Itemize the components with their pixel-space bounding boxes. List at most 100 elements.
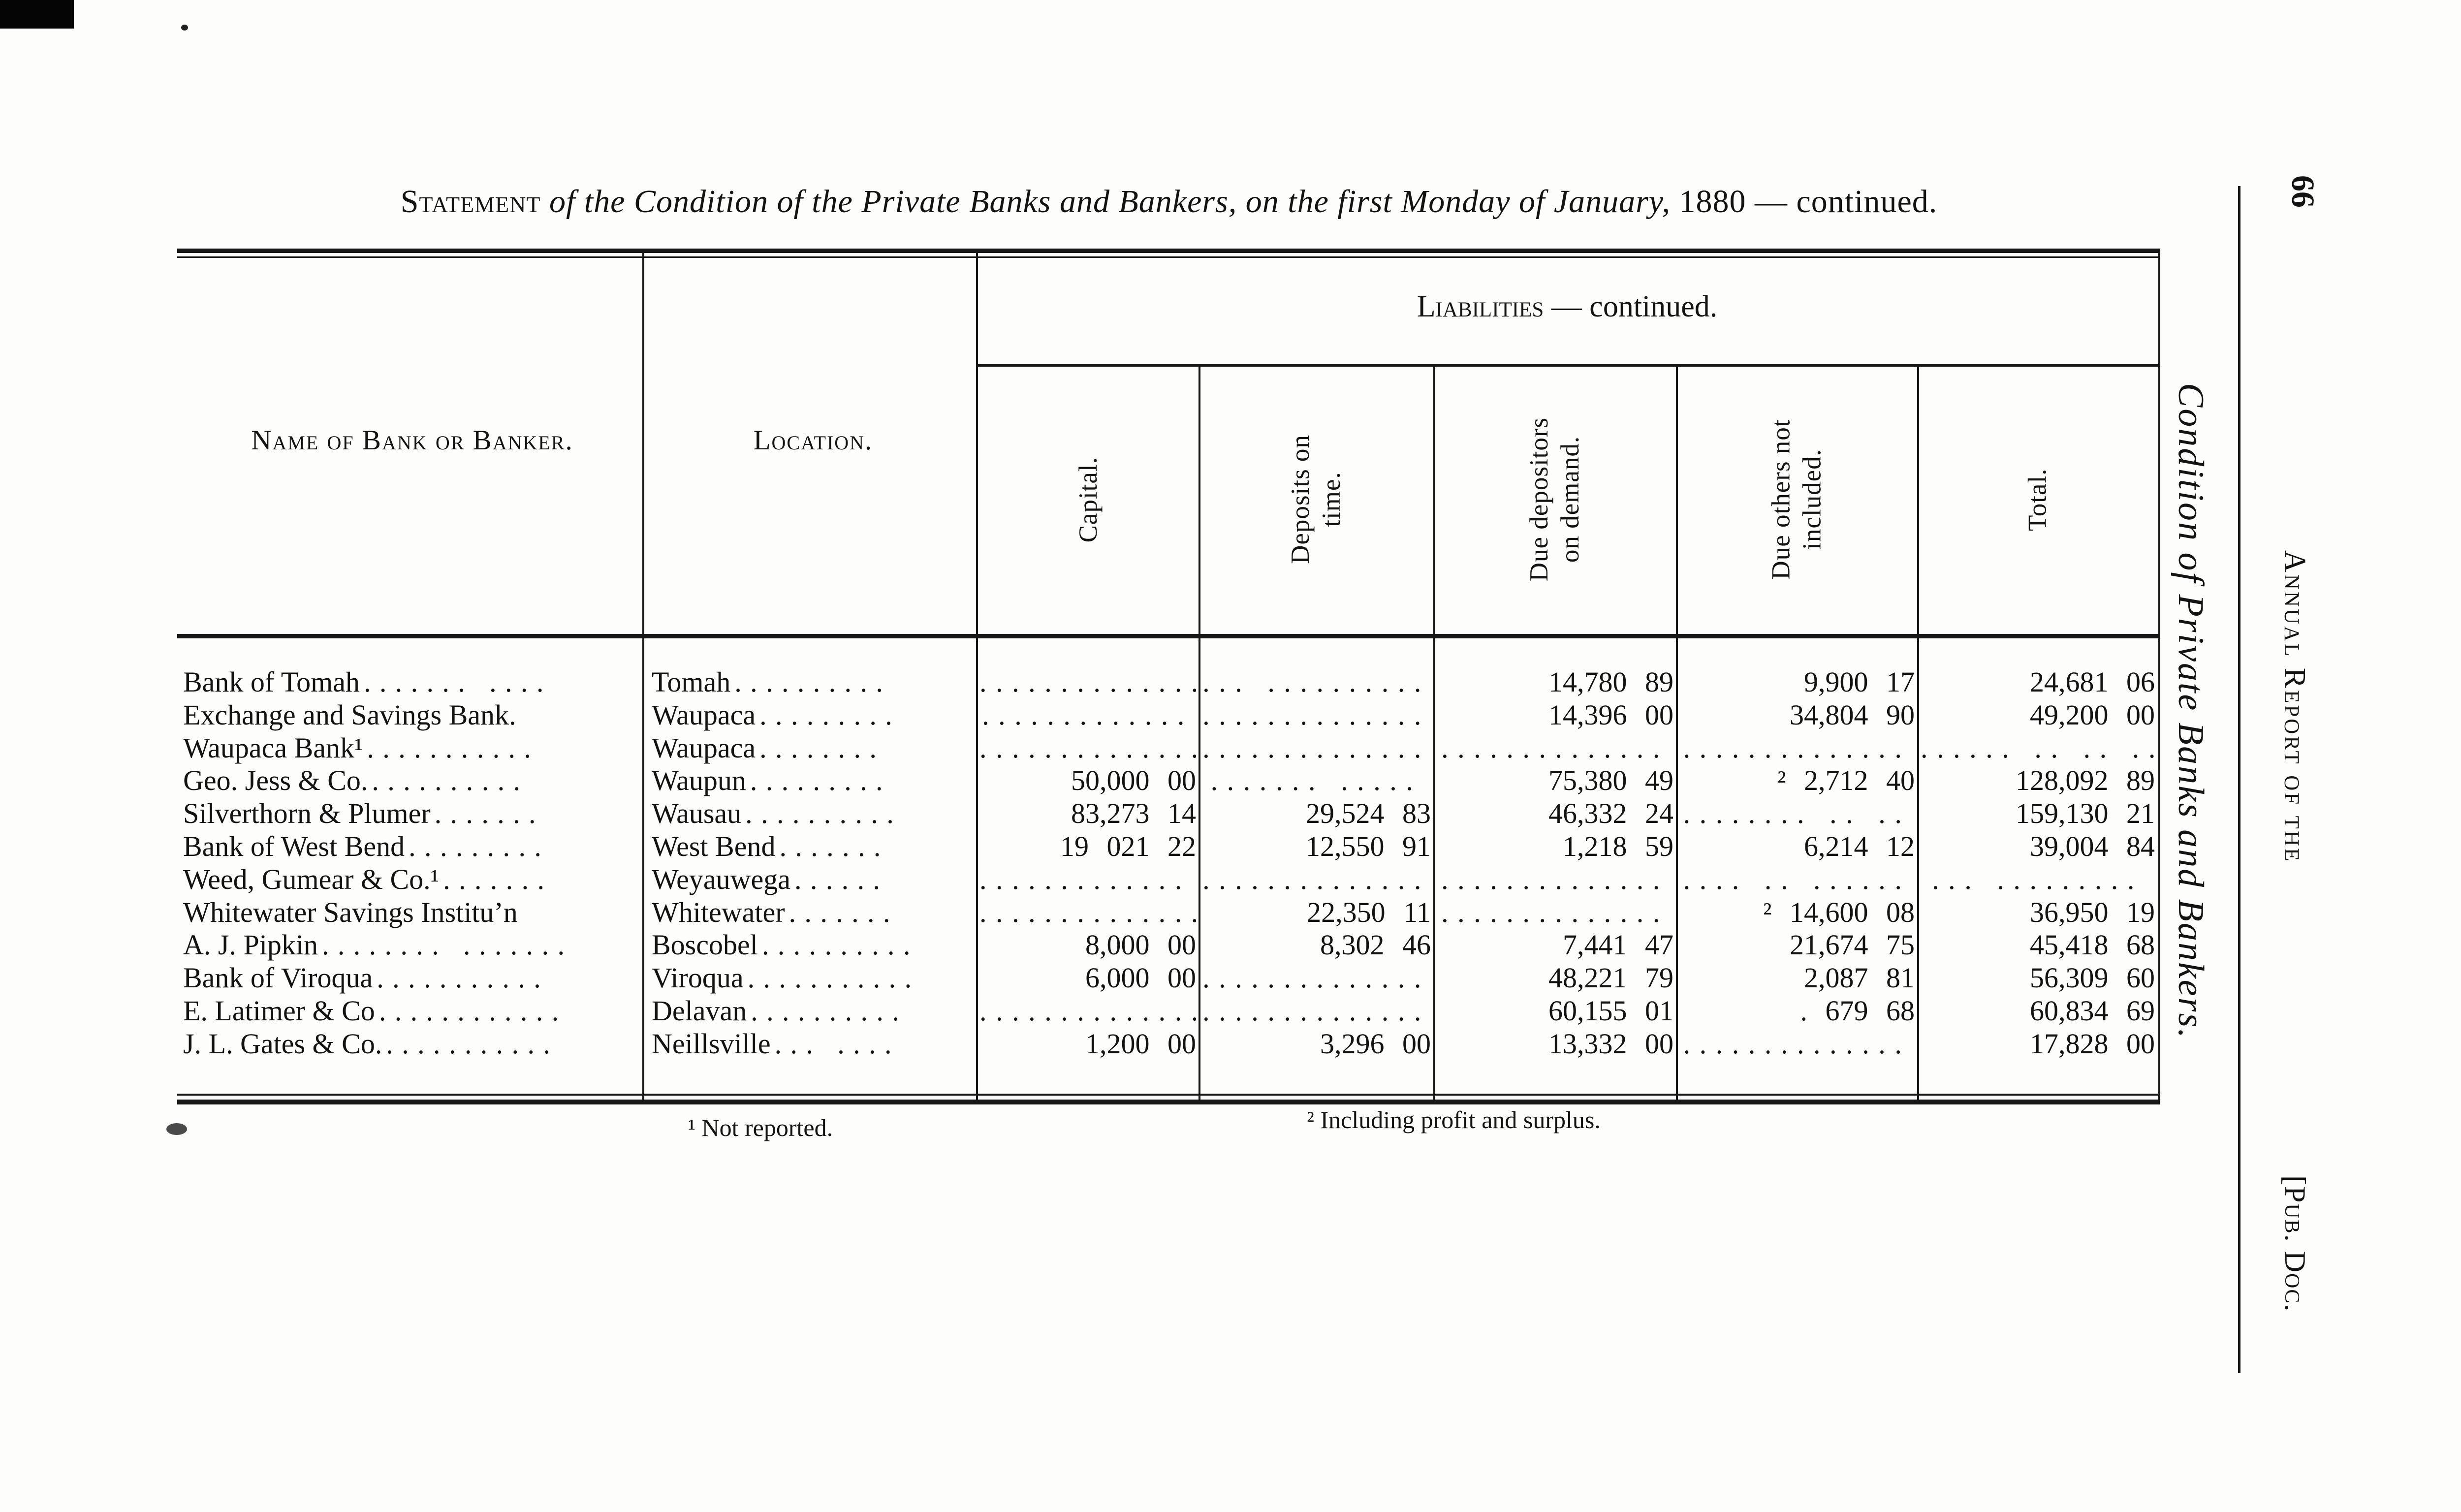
table-bottom-rule-thick — [177, 1100, 2160, 1104]
cell-due_depositors: 46,332 24 — [1548, 797, 1673, 829]
cell-total: 24,681 06 — [2030, 666, 2155, 698]
cell-name: A. J. Pipkin........ ....... — [183, 929, 573, 961]
cell-capital: 50,000 00 — [1071, 764, 1196, 796]
cell-location: Whitewater....... — [652, 896, 899, 928]
cell-due_others: 21,674 75 — [1790, 929, 1915, 961]
cell-capital: 1,200 00 — [1085, 1028, 1196, 1060]
cell-name: Bank of West Bend......... — [183, 830, 550, 862]
cell-total: 56,309 60 — [2030, 962, 2155, 994]
title-lead: Statement — [400, 184, 541, 220]
table-row: J. L. Gates & Co............ Neillsville.… — [0, 1027, 2461, 1060]
cell-total: 39,004 84 — [2030, 830, 2155, 862]
cell-capital: .............. — [979, 995, 1196, 1027]
cell-deposits: 12,550 91 — [1306, 830, 1431, 862]
footnote-profit-surplus: ² Including profit and surplus. — [1307, 1106, 1601, 1134]
cell-name: E. Latimer & Co............ — [183, 995, 568, 1027]
liabilities-section-header: Liabilities — continued. — [976, 289, 2158, 324]
cell-total: ... ......... — [1932, 863, 2144, 895]
column-header-total-label: Total. — [2023, 468, 2052, 531]
cell-due_others: 2,087 81 — [1804, 962, 1915, 994]
cell-name: Silverthorn & Plumer....... — [183, 797, 544, 829]
cell-location: Waupaca......... — [652, 699, 901, 731]
leader-dots: ......... — [409, 830, 550, 862]
cell-capital: .............. — [979, 896, 1196, 928]
cell-location: Delavan.......... — [652, 995, 908, 1027]
column-header-due-others-label: Due others not included. — [1767, 419, 1826, 580]
table-row: Bank of West Bend......... West Bend.....… — [0, 830, 2461, 863]
leader-dots: ........... — [386, 1028, 559, 1060]
leader-dots: ....... — [789, 896, 899, 928]
cell-capital: 6,000 00 — [1085, 962, 1196, 994]
table-right-border — [2158, 249, 2160, 1100]
leader-dots: ........ — [759, 732, 885, 764]
cell-due_depositors: 1,218 59 — [1563, 830, 1673, 862]
scan-speck — [166, 1123, 187, 1135]
cell-location: Viroqua........... — [652, 962, 920, 994]
table-row: A. J. Pipkin........ ....... Boscobel....… — [0, 928, 2461, 961]
cell-due_others: .... .. ...... — [1683, 863, 1911, 895]
cell-total: 49,200 00 — [2030, 699, 2155, 731]
cell-total: 45,418 68 — [2030, 929, 2155, 961]
cell-capital: 8,000 00 — [1085, 929, 1196, 961]
leader-dots: .......... — [745, 797, 903, 829]
cell-name: Geo. Jess & Co........... — [183, 764, 529, 796]
cell-capital: ............... — [979, 666, 1196, 698]
table-row: Weed, Gumear & Co.¹....... Weyauwega.....… — [0, 863, 2461, 896]
table-bottom-rule-thin — [177, 1094, 2160, 1096]
cell-due_others: . 679 68 — [1800, 995, 1915, 1027]
leader-dots: ......... — [759, 699, 901, 731]
margin-label-pub-doc: [Pub. Doc. — [2279, 1175, 2311, 1313]
liabilities-caps: Liabilities — [1417, 290, 1544, 323]
cell-due_others: .............. — [1683, 732, 1911, 764]
cell-location: Boscobel.......... — [652, 929, 919, 961]
cell-capital: ............. . — [979, 863, 1196, 895]
cell-total: 128,092 89 — [2016, 764, 2155, 796]
cell-due_depositors: 7,441 47 — [1563, 929, 1673, 961]
table-top-rule-thick — [177, 249, 2160, 253]
cell-capital: 83,273 14 — [1071, 797, 1196, 829]
table-row: Exchange and Savings Bank. Waupaca.......… — [0, 698, 2461, 731]
title-tail: — continued. — [1746, 184, 1938, 220]
cell-due_depositors: 14,396 00 — [1548, 699, 1673, 731]
page-number: 66 — [2285, 175, 2321, 208]
cell-due_depositors: 48,221 79 — [1548, 962, 1673, 994]
cell-capital: ............. — [982, 699, 1194, 731]
cell-name: J. L. Gates & Co............ — [183, 1028, 559, 1060]
cell-location: Waupun......... — [652, 764, 891, 796]
cell-deposits: .............. — [1202, 699, 1430, 731]
cell-due_depositors: .............. — [1441, 732, 1669, 764]
leader-dots: ........... — [377, 962, 550, 994]
table-row: Silverthorn & Plumer....... Wausau.......… — [0, 797, 2461, 830]
cell-location: West Bend....... — [652, 830, 889, 862]
cell-deposits: .............. — [1202, 732, 1430, 764]
scan-corner-artifact — [0, 0, 74, 29]
liabilities-rest: — continued. — [1544, 290, 1718, 323]
cell-due_depositors: 14,780 89 — [1548, 666, 1673, 698]
cell-due_others: ² 2,712 40 — [1777, 764, 1915, 796]
liabilities-underline-rule — [976, 364, 2158, 367]
divider-dueothers-total — [1917, 365, 1919, 1100]
cell-name: Waupaca Bank¹........... — [183, 732, 540, 764]
leader-dots: .......... — [761, 929, 919, 961]
divider-name-location — [642, 249, 644, 1100]
cell-capital: ............... — [979, 732, 1196, 764]
leader-dots: ........... — [747, 962, 920, 994]
column-header-location: Location. — [753, 425, 873, 456]
cell-total: 17,828 00 — [2030, 1028, 2155, 1060]
leader-dots: ............ — [379, 995, 568, 1027]
column-header-capital-label: Capital. — [1074, 456, 1103, 543]
divider-location-capital — [976, 249, 978, 1100]
cell-location: Wausau.......... — [652, 797, 903, 829]
cell-name: Exchange and Savings Bank. — [183, 699, 516, 731]
column-header-due-depositors: Due depositors on demand. — [1433, 372, 1676, 628]
divider-capital-deposits — [1199, 365, 1200, 1100]
table-row: Geo. Jess & Co........... Waupun.........… — [0, 764, 2461, 797]
leader-dots: ........... — [367, 732, 540, 764]
column-header-due-depositors-label: Due depositors on demand. — [1524, 417, 1584, 582]
cell-deposits: .............. — [1202, 962, 1430, 994]
divider-duedepositors-dueothers — [1676, 365, 1678, 1100]
cell-deposits: .............. — [1202, 995, 1430, 1027]
scan-speck — [181, 25, 188, 31]
table-row: Bank of Viroqua........... Viroqua.......… — [0, 961, 2461, 994]
cell-deposits: .............. — [1202, 863, 1430, 895]
